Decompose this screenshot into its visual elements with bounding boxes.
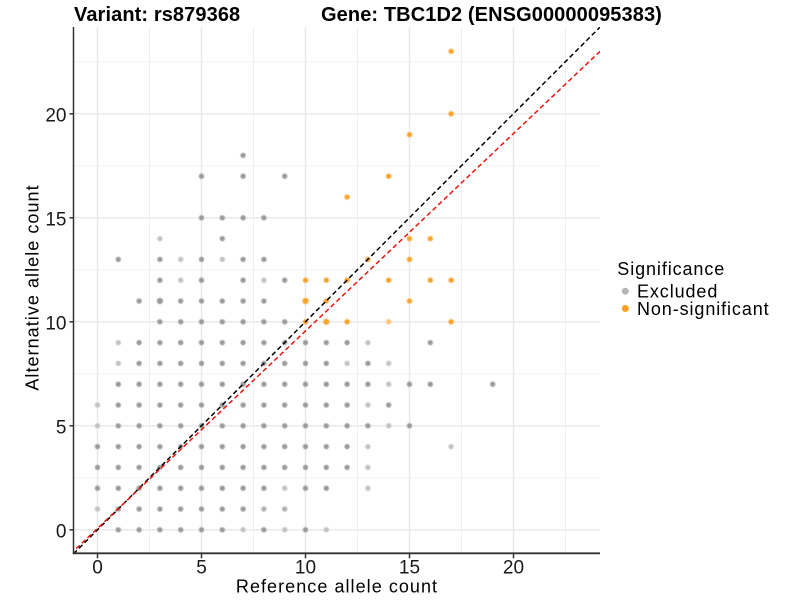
svg-text:5: 5	[196, 558, 207, 579]
svg-text:10: 10	[45, 313, 66, 334]
svg-text:Excluded: Excluded	[637, 282, 718, 302]
svg-text:0: 0	[92, 558, 103, 579]
svg-text:0: 0	[56, 521, 67, 542]
svg-text:15: 15	[399, 558, 420, 579]
svg-text:Alternative allele count: Alternative allele count	[23, 184, 43, 390]
svg-text:Variant: rs879368: Variant: rs879368	[74, 4, 240, 26]
svg-text:Non-significant: Non-significant	[637, 299, 770, 319]
svg-text:20: 20	[45, 105, 66, 126]
svg-text:Reference allele count: Reference allele count	[236, 576, 438, 596]
svg-text:5: 5	[56, 417, 67, 438]
svg-text:Gene: TBC1D2 (ENSG00000095383): Gene: TBC1D2 (ENSG00000095383)	[321, 4, 662, 26]
svg-text:15: 15	[45, 209, 66, 230]
svg-text:20: 20	[503, 558, 524, 579]
svg-text:Significance: Significance	[617, 259, 725, 279]
svg-text:10: 10	[295, 558, 316, 579]
